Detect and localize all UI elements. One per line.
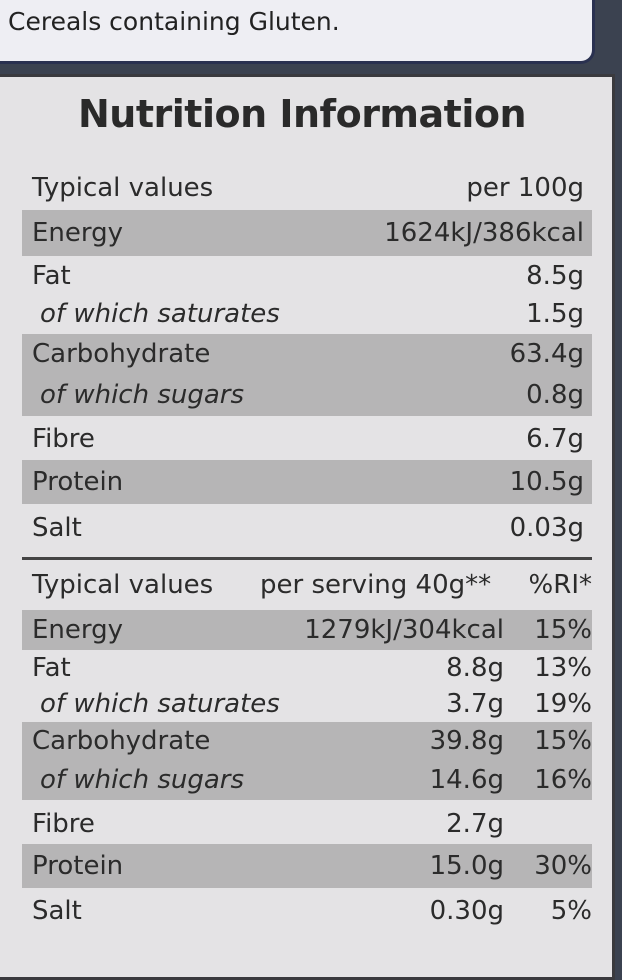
value-per-serving: 1279kJ/304kcal bbox=[304, 615, 504, 645]
nutrient-row: of which sugars 0.8g bbox=[22, 374, 592, 416]
value-per-100g: 1.5g bbox=[526, 299, 584, 329]
nutrient-label: Carbohydrate bbox=[32, 726, 211, 756]
nutrient-row: of which saturates 1.5g bbox=[22, 294, 592, 334]
value-per-100g: 0.8g bbox=[526, 380, 584, 410]
nutrient-row: Fibre 2.7g bbox=[22, 804, 592, 844]
nutrient-label: Fat bbox=[32, 653, 71, 683]
nutrient-label: of which saturates bbox=[40, 299, 280, 329]
divider bbox=[22, 557, 592, 560]
nutrient-row: Carbohydrate 39.8g 15% bbox=[22, 722, 592, 760]
percent-ri: 5% bbox=[550, 896, 592, 926]
value-per-100g: 6.7g bbox=[526, 424, 584, 454]
allergen-box: Cereals containing Gluten. bbox=[0, 0, 595, 64]
value-per-serving: 14.6g bbox=[429, 765, 504, 795]
percent-ri: 15% bbox=[534, 726, 592, 756]
nutrient-label: Typical values bbox=[32, 570, 214, 600]
nutrient-row: Protein 10.5g bbox=[22, 460, 592, 504]
percent-ri: 15% bbox=[534, 615, 592, 645]
percent-ri: 13% bbox=[534, 653, 592, 683]
percent-ri: 19% bbox=[534, 689, 592, 719]
nutrient-row: Fat 8.5g bbox=[22, 256, 592, 296]
nutrient-row: Salt 0.03g bbox=[22, 506, 592, 550]
nutrient-label: Fibre bbox=[32, 424, 95, 454]
value-per-serving: 8.8g bbox=[446, 653, 504, 683]
value-per-100g: 8.5g bbox=[526, 261, 584, 291]
value-per-serving: 39.8g bbox=[429, 726, 504, 756]
value-per-serving: 0.30g bbox=[429, 896, 504, 926]
nutrient-label: of which saturates bbox=[40, 689, 280, 719]
value-per-serving: 15.0g bbox=[429, 851, 504, 881]
percent-ri: %RI* bbox=[528, 570, 592, 600]
value-per-serving: 3.7g bbox=[446, 689, 504, 719]
value-per-serving: 2.7g bbox=[446, 809, 504, 839]
header-row: Typical values per 100g bbox=[22, 168, 592, 208]
header-row: Typical values per serving 40g** %RI* bbox=[22, 564, 592, 606]
nutrient-row: Carbohydrate 63.4g bbox=[22, 334, 592, 374]
nutrient-label: of which sugars bbox=[40, 765, 245, 795]
nutrient-label: Protein bbox=[32, 467, 124, 497]
nutrient-label: of which sugars bbox=[40, 380, 245, 410]
nutrient-label: Energy bbox=[32, 218, 124, 248]
value-per-100g: per 100g bbox=[466, 173, 584, 203]
panel-title: Nutrition Information bbox=[78, 92, 527, 136]
value-per-100g: 1624kJ/386kcal bbox=[384, 218, 584, 248]
percent-ri: 30% bbox=[534, 851, 592, 881]
column-header: per serving 40g** bbox=[260, 570, 492, 600]
allergen-note: Cereals containing Gluten. bbox=[8, 7, 340, 36]
nutrient-row: of which sugars 14.6g 16% bbox=[22, 760, 592, 800]
nutrient-row: of which saturates 3.7g 19% bbox=[22, 686, 592, 722]
nutrient-row: Energy 1279kJ/304kcal 15% bbox=[22, 610, 592, 650]
value-per-100g: 10.5g bbox=[509, 467, 584, 497]
nutrient-row: Energy 1624kJ/386kcal bbox=[22, 210, 592, 256]
nutrient-label: Protein bbox=[32, 851, 124, 881]
nutrient-row: Fibre 6.7g bbox=[22, 418, 592, 460]
nutrient-label: Salt bbox=[32, 896, 82, 926]
nutrient-label: Typical values bbox=[32, 173, 214, 203]
nutrient-label: Salt bbox=[32, 513, 82, 543]
nutrient-row: Protein 15.0g 30% bbox=[22, 844, 592, 888]
percent-ri: 16% bbox=[534, 765, 592, 795]
nutrient-row: Fat 8.8g 13% bbox=[22, 650, 592, 686]
nutrient-label: Fat bbox=[32, 261, 71, 291]
value-per-100g: 63.4g bbox=[509, 339, 584, 369]
value-per-100g: 0.03g bbox=[509, 513, 584, 543]
nutrient-row: Salt 0.30g 5% bbox=[22, 890, 592, 932]
nutrient-label: Carbohydrate bbox=[32, 339, 211, 369]
nutrient-label: Energy bbox=[32, 615, 124, 645]
nutrient-label: Fibre bbox=[32, 809, 95, 839]
